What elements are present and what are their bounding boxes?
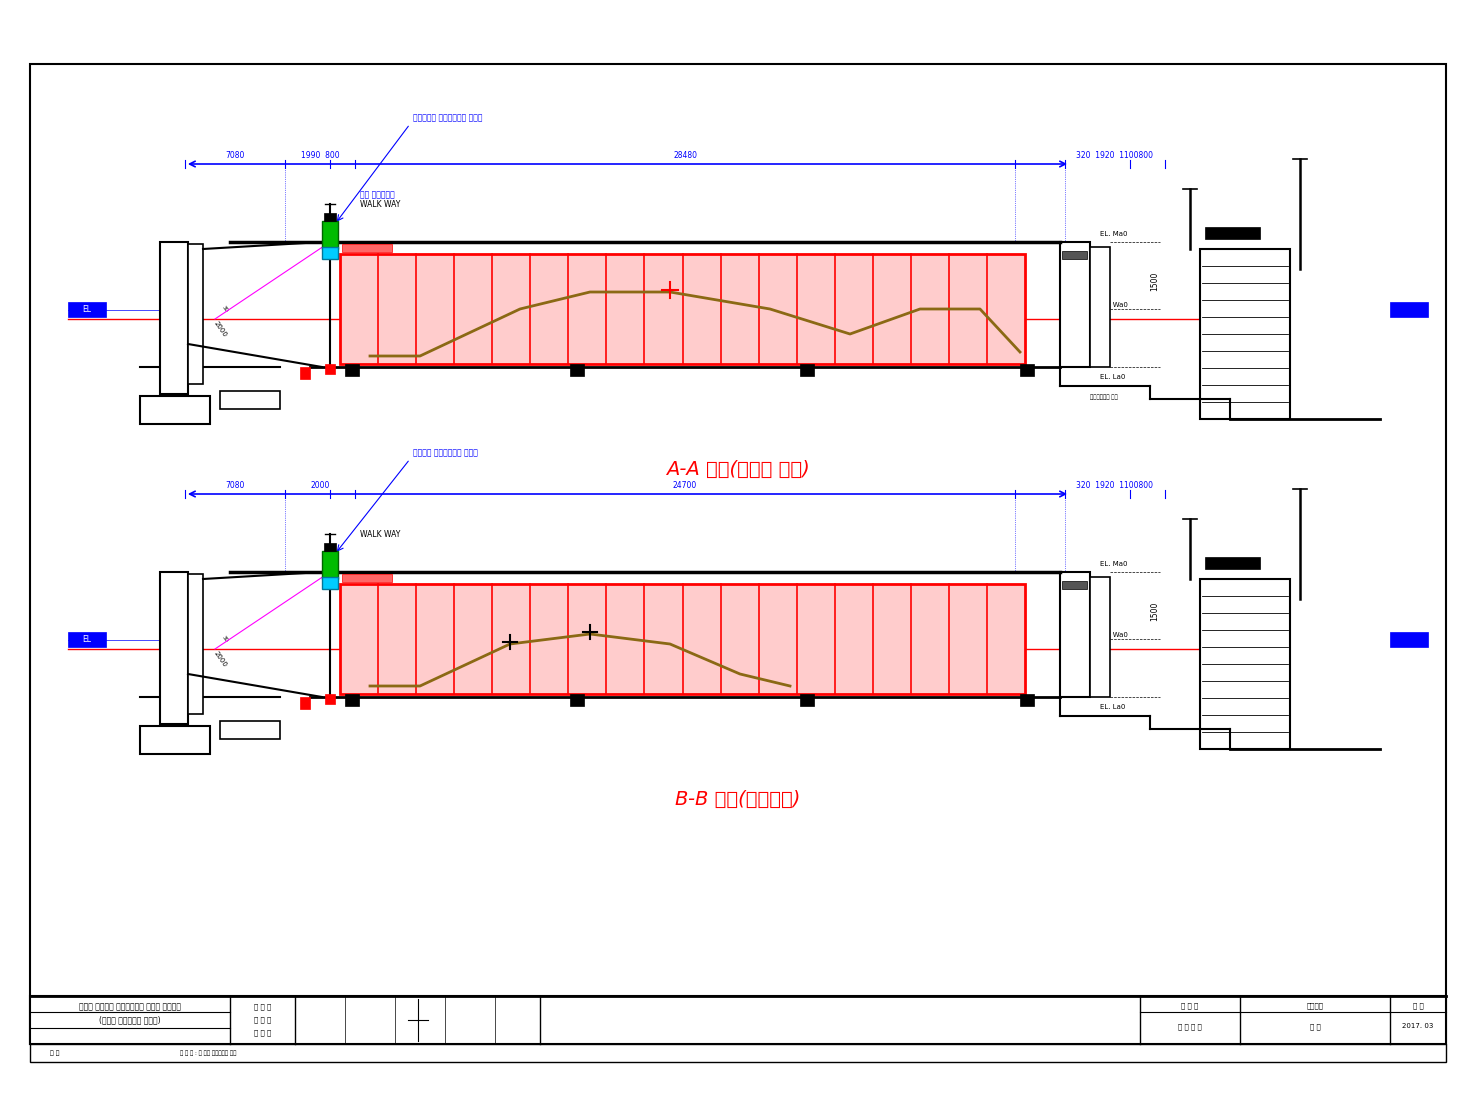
Text: 도면번호: 도면번호 bbox=[1306, 1002, 1324, 1009]
Bar bbox=[159, 242, 187, 395]
Text: 비 고: 비 고 bbox=[1413, 1002, 1423, 1009]
Bar bbox=[30, 64, 1446, 1044]
Bar bbox=[339, 584, 1024, 693]
Text: 2017. 03: 2017. 03 bbox=[1402, 1023, 1433, 1029]
Text: 1500: 1500 bbox=[1150, 601, 1160, 621]
Bar bbox=[68, 302, 106, 317]
Text: EL. Ma0: EL. Ma0 bbox=[1100, 231, 1128, 237]
Text: EL: EL bbox=[83, 635, 92, 644]
Bar bbox=[1060, 571, 1089, 697]
Bar bbox=[570, 693, 584, 706]
Bar bbox=[300, 697, 310, 709]
Text: WALK WAY: WALK WAY bbox=[360, 530, 400, 539]
Text: 1500: 1500 bbox=[1150, 271, 1160, 291]
Text: 30: 30 bbox=[221, 304, 229, 313]
Text: A-A 단면(배슬러 지지): A-A 단면(배슬러 지지) bbox=[666, 459, 810, 478]
Text: EL: EL bbox=[83, 306, 92, 314]
Bar bbox=[1390, 632, 1427, 647]
Text: B-B 단면(배출수지): B-B 단면(배출수지) bbox=[676, 789, 800, 809]
Bar bbox=[1020, 693, 1035, 706]
Bar bbox=[345, 693, 359, 706]
Bar bbox=[322, 247, 338, 259]
Bar bbox=[325, 364, 335, 374]
Bar bbox=[30, 996, 1446, 1044]
Bar bbox=[345, 364, 359, 376]
Text: 2000: 2000 bbox=[213, 320, 227, 338]
Text: 28480: 28480 bbox=[673, 151, 697, 160]
Bar bbox=[140, 726, 210, 754]
Bar bbox=[1063, 581, 1086, 589]
Bar bbox=[300, 367, 310, 379]
Text: EL. La0: EL. La0 bbox=[1100, 374, 1125, 380]
Bar bbox=[570, 364, 584, 376]
Bar bbox=[342, 244, 393, 252]
Bar bbox=[800, 364, 813, 376]
Text: 사 용 처: 사 용 처 bbox=[254, 1017, 272, 1023]
Text: 배슬러지지 슬러지수게기 구랑투: 배슬러지지 슬러지수게기 구랑투 bbox=[413, 113, 483, 122]
Bar bbox=[1204, 557, 1261, 569]
Text: 배슬수지 슬러지수겐기 구랑투: 배슬수지 슬러지수겐기 구랑투 bbox=[413, 448, 478, 457]
Bar bbox=[1060, 242, 1089, 367]
Text: EL. La0: EL. La0 bbox=[1100, 704, 1125, 710]
Bar bbox=[325, 213, 337, 221]
Text: 320  1920  1100800: 320 1920 1100800 bbox=[1076, 151, 1154, 160]
Bar bbox=[159, 571, 187, 724]
Text: EL. Wa0: EL. Wa0 bbox=[1100, 302, 1128, 308]
Bar bbox=[325, 693, 335, 704]
Bar bbox=[322, 551, 338, 579]
Text: (지자체 테스트베드 실당화): (지자체 테스트베드 실당화) bbox=[99, 1015, 161, 1024]
Text: 배슬러지설치 내용: 배슬러지설치 내용 bbox=[1089, 395, 1117, 400]
Text: 1990  800: 1990 800 bbox=[301, 151, 339, 160]
Text: 도 면 명: 도 면 명 bbox=[1181, 1002, 1199, 1009]
Bar bbox=[187, 574, 204, 714]
Text: 7080: 7080 bbox=[226, 151, 245, 160]
Text: 검 토 처: 검 토 처 bbox=[254, 1030, 272, 1036]
Bar bbox=[1089, 577, 1110, 697]
Bar bbox=[68, 632, 106, 647]
Bar bbox=[339, 254, 1024, 364]
Text: EL. Ma0: EL. Ma0 bbox=[1100, 560, 1128, 567]
Bar bbox=[322, 577, 338, 589]
Bar bbox=[187, 244, 204, 384]
Text: WALK WAY: WALK WAY bbox=[360, 200, 400, 209]
Text: 환경부 대러위람 녹색설검기술 상업화 측진시험: 환경부 대러위람 녹색설검기술 상업화 측진시험 bbox=[80, 1002, 182, 1011]
Bar bbox=[1200, 579, 1290, 750]
Text: 7080: 7080 bbox=[226, 481, 245, 490]
Bar bbox=[325, 543, 337, 551]
Bar bbox=[140, 396, 210, 424]
Text: 2000: 2000 bbox=[310, 481, 329, 490]
Text: 30: 30 bbox=[221, 635, 229, 643]
Bar bbox=[1200, 249, 1290, 419]
Text: 종판 엔공재이번: 종판 엔공재이번 bbox=[360, 190, 394, 199]
Bar bbox=[1204, 227, 1261, 238]
Bar bbox=[220, 391, 280, 409]
Text: 24700: 24700 bbox=[673, 481, 697, 490]
Text: 발 주 처: 발 주 처 bbox=[254, 1003, 272, 1010]
Bar bbox=[342, 574, 393, 582]
Text: EL. Wa0: EL. Wa0 bbox=[1100, 632, 1128, 639]
Text: 정 리: 정 리 bbox=[50, 1051, 59, 1056]
Text: 척 도: 척 도 bbox=[1309, 1023, 1321, 1030]
Bar bbox=[1089, 247, 1110, 367]
Text: 검 토 자 : 이 름을 적어주세요 날짜: 검 토 자 : 이 름을 적어주세요 날짜 bbox=[180, 1051, 236, 1056]
Bar bbox=[322, 221, 338, 249]
Bar bbox=[220, 721, 280, 739]
Text: 도 면 번 호: 도 면 번 호 bbox=[1178, 1023, 1201, 1030]
Bar bbox=[30, 1044, 1446, 1062]
Text: 2000: 2000 bbox=[213, 650, 227, 668]
Bar bbox=[1020, 364, 1035, 376]
Bar bbox=[1390, 302, 1427, 317]
Bar bbox=[1063, 251, 1086, 259]
Text: 320  1920  1100800: 320 1920 1100800 bbox=[1076, 481, 1154, 490]
Bar bbox=[800, 693, 813, 706]
